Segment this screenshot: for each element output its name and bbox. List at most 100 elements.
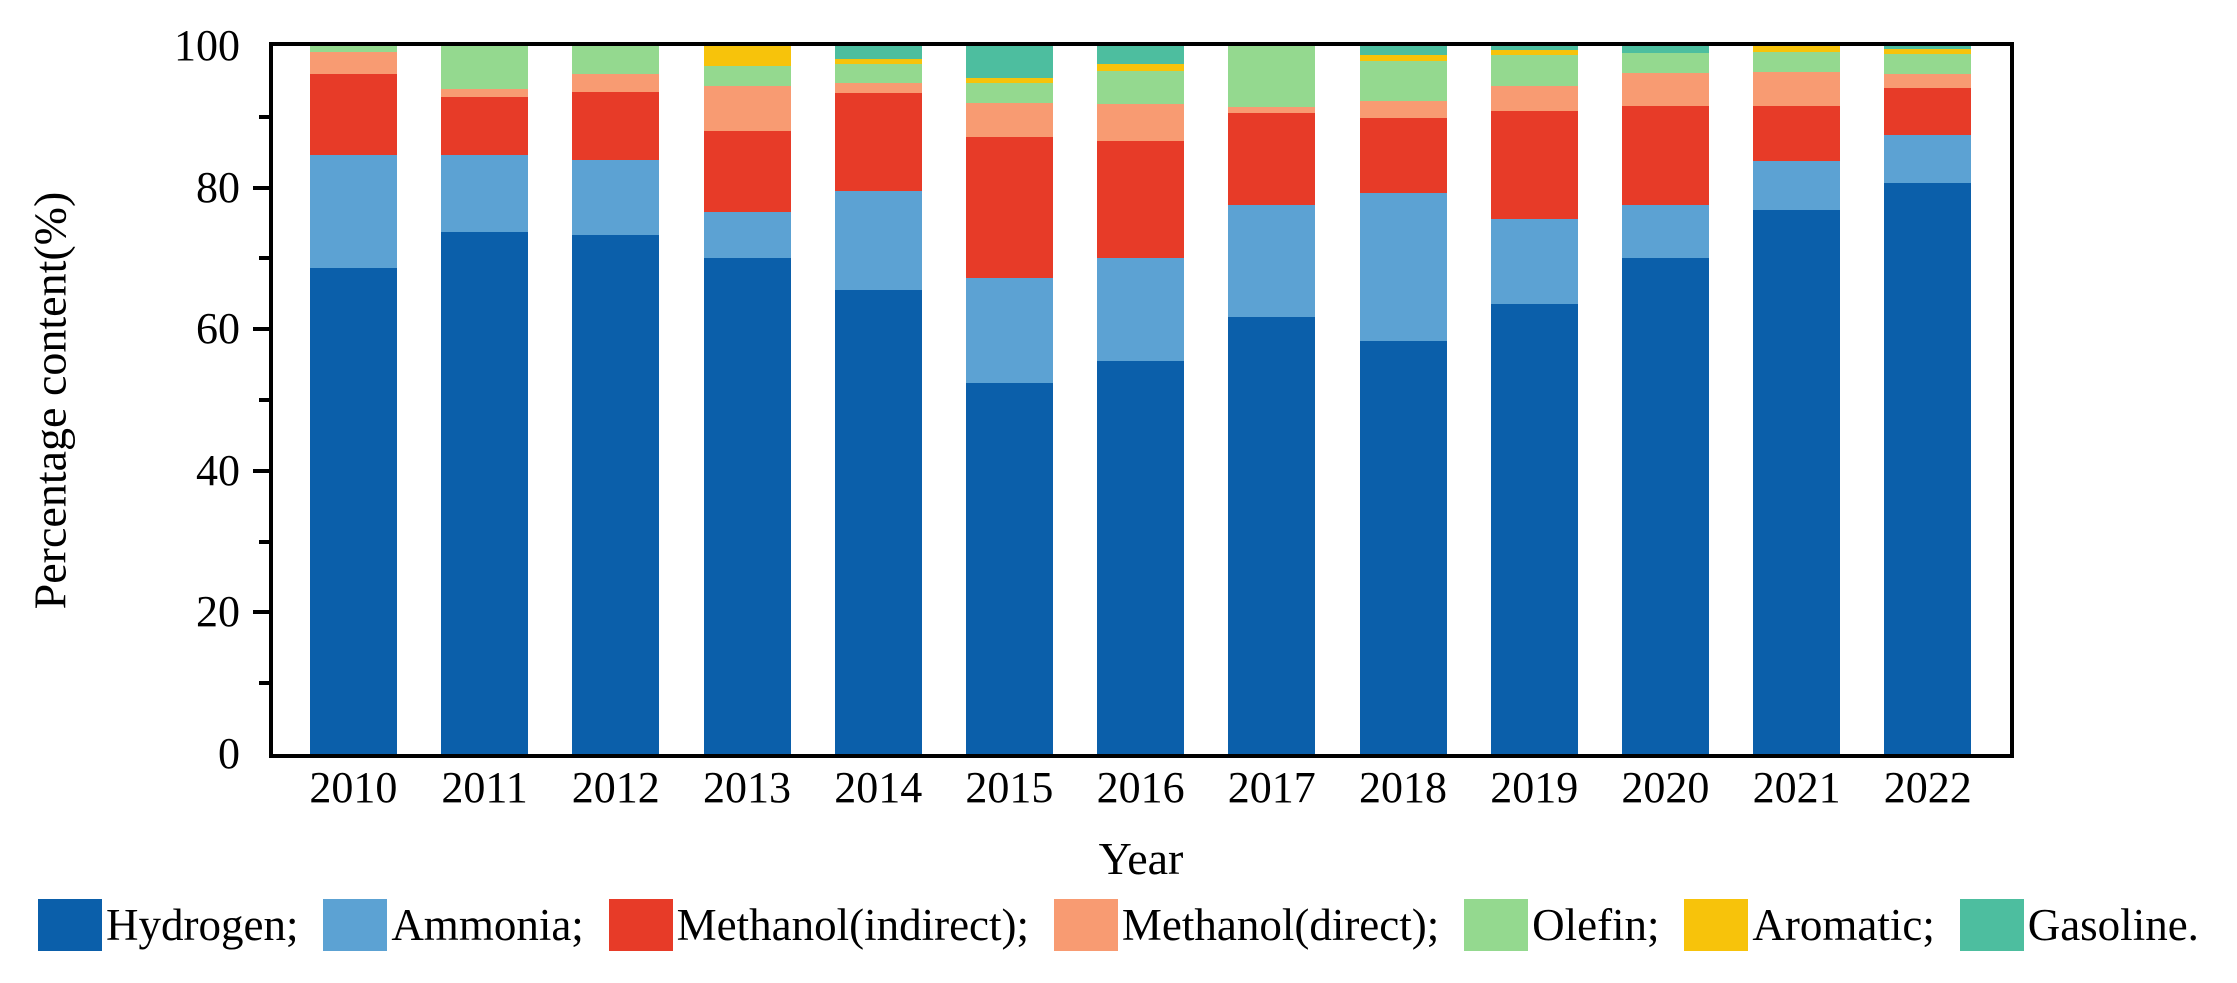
bar-segment-olefin <box>703 65 791 86</box>
bar-segment-ammonia <box>965 277 1053 384</box>
bar-segment-olefin <box>1884 53 1972 75</box>
bar-2020 <box>1621 46 1709 754</box>
bar-segment-methanol-direct <box>1884 74 1972 88</box>
y-tick-label: 20 <box>196 587 240 637</box>
bar-segment-hydrogen <box>1097 361 1185 754</box>
bar-segment-gasoline <box>834 46 922 60</box>
legend-swatch-hydrogen <box>38 899 102 951</box>
bar-2021 <box>1753 46 1841 754</box>
bar-segment-olefin <box>1621 53 1709 73</box>
bar-segment-ammonia <box>703 212 791 258</box>
legend-item-ammonia: Ammonia; <box>323 899 584 951</box>
bar-segment-olefin <box>1490 55 1578 87</box>
x-tick-label: 2013 <box>703 763 791 812</box>
bar-segment-olefin <box>1228 46 1316 107</box>
plot-area <box>253 42 2014 758</box>
bar-segment-aromatic <box>1359 54 1447 61</box>
bar-segment-gasoline <box>1884 46 1972 49</box>
x-axis-title: Year <box>1098 833 1184 884</box>
bar-segment-olefin <box>1359 60 1447 102</box>
legend-swatch-aromatic <box>1684 899 1749 951</box>
bar-segment-methanol-indirect <box>1490 111 1578 220</box>
bar-segment-hydrogen <box>1621 258 1709 754</box>
y-tick-minor <box>259 681 269 686</box>
x-tick-label: 2016 <box>1096 763 1185 812</box>
legend-swatch-methanol-indirect <box>608 899 673 951</box>
bar-segment-ammonia <box>1753 160 1841 210</box>
bar-segment-aromatic <box>703 46 791 66</box>
bar-segment-ammonia <box>1884 134 1972 183</box>
x-tick-label: 2015 <box>965 763 1054 812</box>
bar-segment-hydrogen <box>834 289 922 754</box>
x-tick-label: 2010 <box>309 763 398 812</box>
bar-segment-methanol-indirect <box>441 97 529 156</box>
x-tick-label: 2021 <box>1752 763 1841 812</box>
bar-segment-methanol-direct <box>965 102 1053 138</box>
bar-segment-methanol-direct <box>1490 86 1578 112</box>
bar-segment-gasoline <box>965 46 1053 78</box>
x-tick-label: 2012 <box>571 763 660 812</box>
bar-2010 <box>309 46 397 754</box>
bar-segment-methanol-direct <box>1359 101 1447 118</box>
bar-segment-ammonia <box>1097 257 1185 362</box>
legend-swatch-methanol-direct <box>1053 899 1118 951</box>
bar-segment-ammonia <box>1359 192 1447 342</box>
bar-segment-olefin <box>572 46 660 74</box>
bar-segment-methanol-direct <box>703 85 791 131</box>
bar-segment-hydrogen <box>1753 209 1841 754</box>
legend-label: Methanol(indirect); <box>676 900 1030 950</box>
bar-segment-methanol-indirect <box>1621 106 1709 205</box>
bar-2019 <box>1490 46 1578 754</box>
bar-segment-olefin <box>834 64 922 83</box>
y-tick-label: 80 <box>196 162 240 212</box>
legend-label: Ammonia; <box>391 900 584 950</box>
x-tick-label: 2011 <box>441 763 528 812</box>
bar-segment-ammonia <box>309 155 397 269</box>
legend-item-hydrogen: Hydrogen; <box>38 899 298 951</box>
y-tick-label-column: 0 20 40 60 80 100 <box>10 0 240 983</box>
bar-segment-aromatic <box>1753 46 1841 52</box>
y-tick-label: 100 <box>174 21 240 70</box>
bar-segment-methanol-indirect <box>1359 117 1447 193</box>
legend-item-methanol-direct: Methanol(direct); <box>1053 899 1439 951</box>
bar-2011 <box>441 46 529 754</box>
bar-2016 <box>1097 46 1185 754</box>
bar-segment-hydrogen <box>1228 317 1316 754</box>
bar-2022 <box>1884 46 1972 754</box>
x-tick-label: 2014 <box>834 763 923 812</box>
bar-segment-hydrogen <box>1490 303 1578 754</box>
bar-segment-methanol-indirect <box>1097 140 1185 258</box>
bar-segment-hydrogen <box>1884 182 1972 754</box>
bar-segment-ammonia <box>1228 204 1316 318</box>
bar-segment-hydrogen <box>703 257 791 754</box>
x-tick-label: 2017 <box>1227 763 1316 812</box>
bar-segment-methanol-indirect <box>1753 106 1841 161</box>
bar-segment-hydrogen <box>309 268 397 754</box>
legend-item-aromatic: Aromatic; <box>1684 899 1935 951</box>
legend-label: Aromatic; <box>1752 900 1935 950</box>
bar-segment-methanol-direct <box>441 88 529 97</box>
bar-segment-methanol-indirect <box>834 92 922 192</box>
legend-swatch-gasoline <box>1959 899 2024 951</box>
legend-swatch-olefin <box>1464 899 1529 951</box>
bar-segment-ammonia <box>1490 219 1578 304</box>
bar-2012 <box>572 46 660 754</box>
y-tick-major <box>253 468 269 473</box>
bar-segment-methanol-indirect <box>965 137 1053 278</box>
x-tick-label: 2020 <box>1621 763 1710 812</box>
bar-segment-ammonia <box>834 191 922 290</box>
bar-segment-hydrogen <box>1359 341 1447 754</box>
bar-segment-methanol-direct <box>1097 104 1185 141</box>
bar-segment-methanol-direct <box>1228 106 1316 113</box>
legend-item-olefin: Olefin; <box>1464 899 1660 951</box>
y-tick-label: 40 <box>196 445 240 495</box>
bar-2013 <box>703 46 791 754</box>
bar-segment-aromatic <box>1490 49 1578 56</box>
bar-segment-methanol-direct <box>309 51 397 74</box>
bar-segment-olefin <box>1753 51 1841 72</box>
bar-segment-methanol-indirect <box>572 92 660 160</box>
bar-segment-methanol-direct <box>1753 71 1841 107</box>
legend-item-gasoline: Gasoline. <box>1959 899 2199 951</box>
bar-segment-ammonia <box>441 155 529 233</box>
